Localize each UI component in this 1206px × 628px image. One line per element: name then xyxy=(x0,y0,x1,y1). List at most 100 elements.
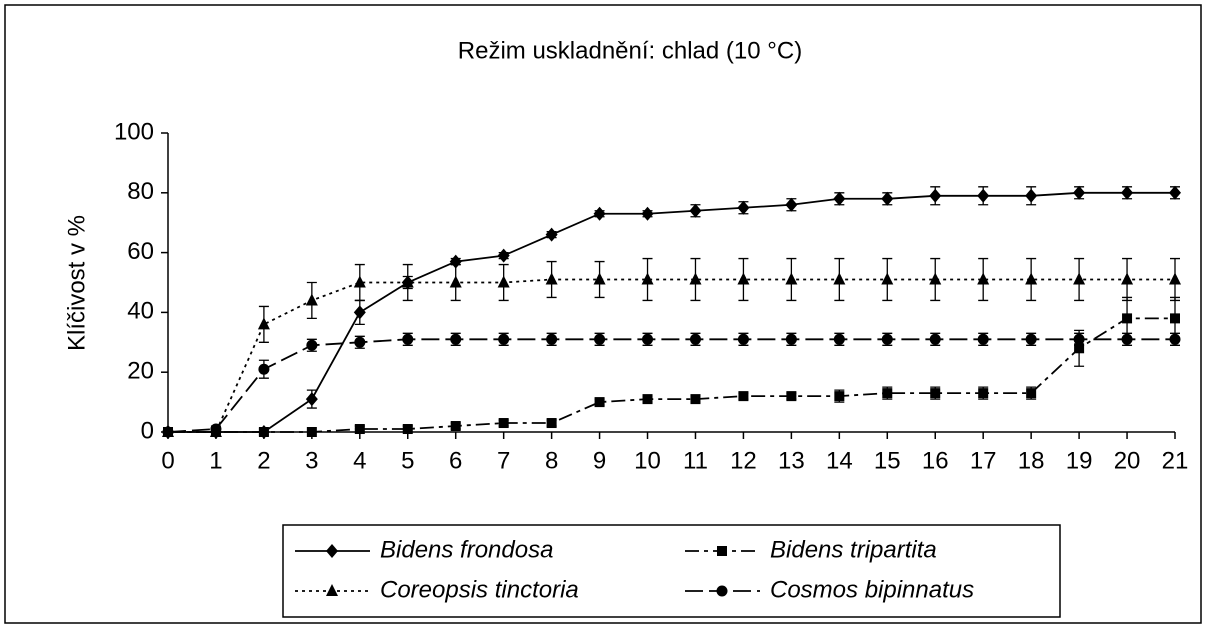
marker xyxy=(1026,388,1037,399)
marker xyxy=(353,275,366,288)
marker xyxy=(402,424,413,435)
y-tick-label: 20 xyxy=(127,358,154,385)
marker xyxy=(1121,272,1134,285)
marker xyxy=(785,333,797,345)
legend-marker xyxy=(717,546,727,556)
marker xyxy=(929,188,942,203)
x-tick-label: 19 xyxy=(1066,447,1093,474)
marker xyxy=(786,391,797,402)
marker xyxy=(690,394,701,405)
x-tick-label: 13 xyxy=(778,447,805,474)
marker xyxy=(354,424,365,435)
x-tick-label: 6 xyxy=(449,447,462,474)
marker xyxy=(1122,313,1133,324)
marker xyxy=(497,248,510,263)
legend-marker xyxy=(326,584,338,596)
marker xyxy=(306,427,317,437)
y-tick-label: 40 xyxy=(127,298,154,325)
marker xyxy=(1073,333,1085,345)
marker xyxy=(546,333,558,345)
marker xyxy=(881,333,893,345)
marker xyxy=(977,333,989,345)
marker xyxy=(545,227,558,242)
marker xyxy=(305,293,318,306)
series-line xyxy=(168,191,1175,433)
marker xyxy=(882,388,893,399)
marker xyxy=(450,333,462,345)
marker xyxy=(833,191,846,206)
chart-title: Režim uskladnění: chlad (10 °C) xyxy=(458,37,802,64)
y-axis-label: Klíčivost v % xyxy=(63,215,90,351)
x-tick-label: 21 xyxy=(1162,447,1189,474)
y-tick-label: 80 xyxy=(127,178,154,205)
marker xyxy=(977,188,990,203)
marker xyxy=(833,333,845,345)
marker xyxy=(642,394,653,405)
marker xyxy=(1025,333,1037,345)
marker xyxy=(1169,185,1181,200)
x-tick-label: 9 xyxy=(593,447,606,474)
marker xyxy=(930,388,941,399)
marker xyxy=(689,272,702,285)
marker xyxy=(402,333,414,345)
x-tick-label: 16 xyxy=(922,447,949,474)
marker xyxy=(834,391,845,402)
marker xyxy=(977,272,990,285)
chart-border xyxy=(4,4,1202,624)
marker xyxy=(785,197,798,212)
x-tick-label: 8 xyxy=(545,447,558,474)
x-tick-label: 14 xyxy=(826,447,853,474)
x-tick-label: 18 xyxy=(1018,447,1045,474)
marker xyxy=(737,272,750,285)
series-line xyxy=(168,278,1175,433)
marker xyxy=(162,426,174,438)
legend-label: Bidens tripartita xyxy=(770,536,937,563)
y-tick-label: 100 xyxy=(114,118,154,145)
marker xyxy=(833,272,846,285)
marker xyxy=(497,275,510,288)
series-line xyxy=(167,338,1175,433)
marker xyxy=(210,423,222,435)
legend-label: Bidens frondosa xyxy=(380,536,553,563)
marker xyxy=(401,275,414,288)
x-tick-label: 3 xyxy=(305,447,318,474)
marker xyxy=(593,206,606,221)
x-tick-label: 7 xyxy=(497,447,510,474)
x-tick-label: 15 xyxy=(874,447,901,474)
marker xyxy=(498,333,510,345)
marker xyxy=(689,333,701,345)
marker xyxy=(641,272,654,285)
marker xyxy=(354,336,366,348)
marker xyxy=(306,339,318,351)
marker xyxy=(641,206,654,221)
legend-marker xyxy=(716,585,728,597)
x-tick-label: 2 xyxy=(257,447,270,474)
marker xyxy=(1025,188,1038,203)
marker xyxy=(305,392,318,407)
marker xyxy=(1169,333,1181,345)
x-tick-label: 0 xyxy=(161,447,174,474)
marker xyxy=(594,397,605,408)
x-tick-label: 12 xyxy=(730,447,757,474)
series-line xyxy=(168,317,1175,433)
legend-marker xyxy=(326,544,338,558)
x-tick-label: 4 xyxy=(353,447,366,474)
x-tick-label: 17 xyxy=(970,447,997,474)
marker xyxy=(881,272,894,285)
x-tick-label: 11 xyxy=(683,447,708,474)
marker xyxy=(258,427,269,437)
marker xyxy=(1170,313,1180,324)
marker xyxy=(1073,272,1086,285)
marker xyxy=(689,203,702,218)
marker xyxy=(353,305,366,320)
marker xyxy=(258,363,270,375)
x-tick-label: 5 xyxy=(401,447,414,474)
marker xyxy=(929,272,942,285)
marker xyxy=(1121,333,1133,345)
marker xyxy=(1169,272,1181,285)
marker xyxy=(546,418,557,429)
marker xyxy=(1074,343,1085,354)
legend-box xyxy=(282,524,1061,618)
marker xyxy=(450,421,461,432)
